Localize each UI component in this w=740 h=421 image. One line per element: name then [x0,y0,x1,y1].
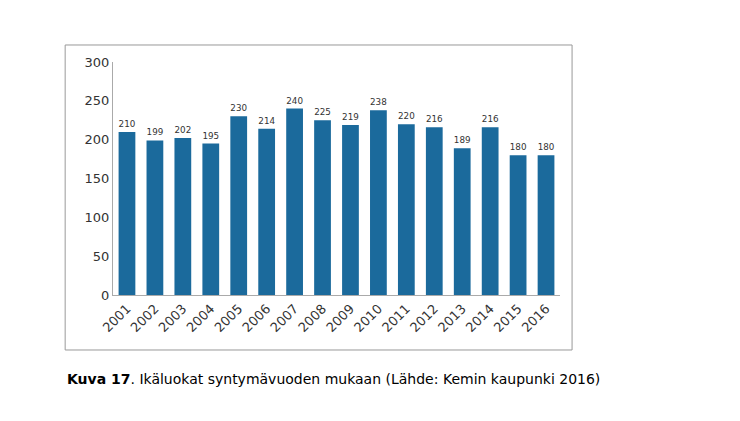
svg-text:214: 214 [258,116,275,126]
svg-text:2010: 2010 [351,301,385,335]
svg-text:50: 50 [93,249,110,264]
svg-text:216: 216 [482,114,499,124]
svg-text:2004: 2004 [183,301,217,335]
svg-text:2001: 2001 [100,301,134,335]
svg-text:2009: 2009 [323,301,357,335]
svg-text:199: 199 [147,127,164,137]
svg-text:150: 150 [85,171,110,186]
svg-text:240: 240 [286,96,303,106]
svg-text:220: 220 [398,111,415,121]
svg-text:2013: 2013 [435,301,469,335]
svg-text:202: 202 [174,125,191,135]
svg-text:219: 219 [342,112,359,122]
svg-text:225: 225 [314,107,331,117]
svg-text:2016: 2016 [519,301,553,335]
svg-text:2003: 2003 [156,301,190,335]
svg-text:2002: 2002 [128,301,162,335]
svg-text:180: 180 [510,142,527,152]
svg-text:2008: 2008 [295,301,329,335]
svg-text:100: 100 [85,210,110,225]
svg-text:238: 238 [370,97,387,107]
svg-text:0: 0 [101,288,109,303]
svg-text:2014: 2014 [463,301,497,335]
svg-text:2006: 2006 [239,301,273,335]
svg-text:2015: 2015 [491,301,525,335]
svg-text:195: 195 [202,131,219,141]
svg-text:216: 216 [426,114,443,124]
svg-text:300: 300 [85,55,110,70]
svg-text:2005: 2005 [211,301,245,335]
svg-text:180: 180 [538,142,555,152]
svg-text:2012: 2012 [407,301,441,335]
svg-text:210: 210 [119,119,136,129]
svg-text:200: 200 [85,132,110,147]
svg-text:250: 250 [85,93,110,108]
svg-text:2011: 2011 [379,301,413,335]
svg-text:189: 189 [454,135,471,145]
svg-text:Kuva 17. Ikäluokat syntymävuod: Kuva 17. Ikäluokat syntymävuoden mukaan … [67,371,600,387]
svg-text:230: 230 [230,103,247,113]
svg-text:2007: 2007 [267,301,301,335]
